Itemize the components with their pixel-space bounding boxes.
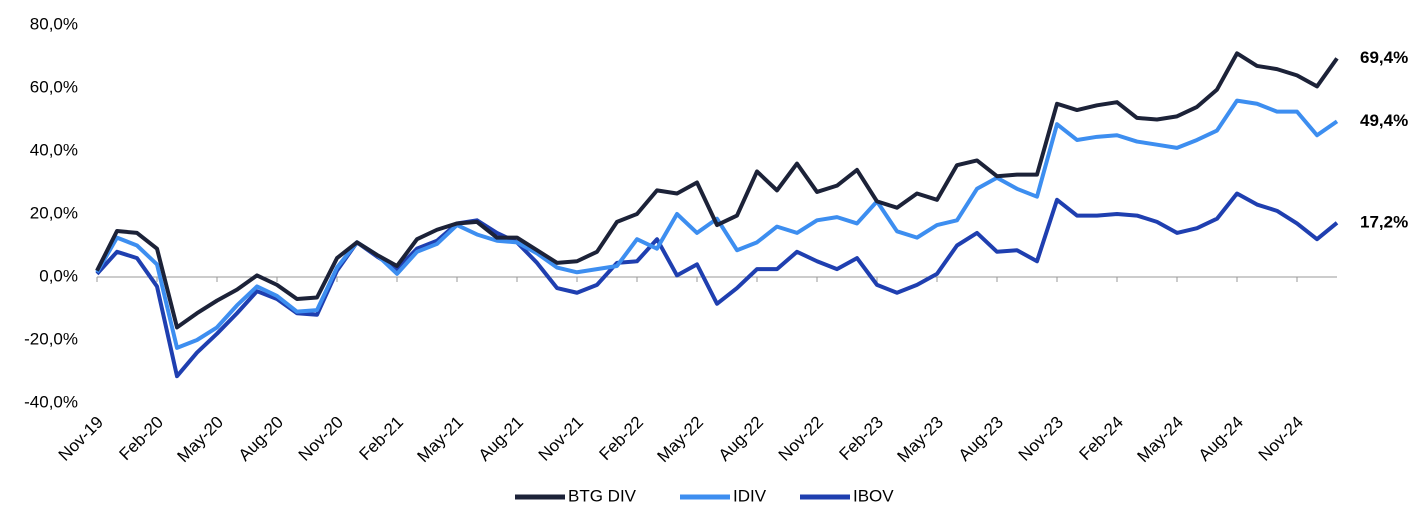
x-tick-label: Aug-21	[475, 413, 527, 465]
x-tick-label: May-20	[173, 413, 227, 467]
y-tick-label: 0,0%	[39, 266, 78, 285]
x-tick-label: Aug-22	[715, 413, 767, 465]
line-series	[95, 98, 1339, 350]
y-tick-label: 80,0%	[30, 14, 78, 33]
x-tick-label: Aug-20	[235, 413, 287, 465]
x-tick-label: May-21	[413, 413, 467, 467]
x-tick-label: Feb-23	[835, 413, 887, 465]
end-label: 49,4%	[1360, 111, 1408, 130]
x-tick-label: Feb-22	[595, 413, 647, 465]
x-tick-label: Nov-23	[1015, 413, 1067, 465]
legend-label: IBOV	[853, 486, 894, 505]
x-tick-label: Aug-24	[1195, 413, 1247, 465]
x-tick-label: May-24	[1133, 413, 1187, 467]
legend-label: BTG DIV	[568, 486, 637, 505]
end-label: 69,4%	[1360, 48, 1408, 67]
x-tick-label: Nov-24	[1255, 413, 1307, 465]
x-tick-label: Feb-20	[115, 413, 167, 465]
y-tick-label: -40,0%	[24, 392, 78, 411]
x-tick-label: May-22	[653, 413, 707, 467]
x-tick-label: Aug-23	[955, 413, 1007, 465]
end-label: 17,2%	[1360, 212, 1408, 231]
legend-label: IDIV	[733, 486, 767, 505]
x-tick-label: Nov-22	[775, 413, 827, 465]
y-tick-label: 40,0%	[30, 140, 78, 159]
x-tick-label: Nov-21	[535, 413, 587, 465]
line-series	[95, 191, 1339, 379]
line-series	[95, 51, 1339, 330]
x-tick-label: Feb-21	[355, 413, 407, 465]
y-tick-label: -20,0%	[24, 329, 78, 348]
x-tick-label: Nov-20	[295, 413, 347, 465]
x-tick-label: Feb-24	[1075, 413, 1127, 465]
x-tick-label: Nov-19	[55, 413, 107, 465]
y-tick-label: 60,0%	[30, 77, 78, 96]
y-tick-label: 20,0%	[30, 203, 78, 222]
x-tick-label: May-23	[893, 413, 947, 467]
